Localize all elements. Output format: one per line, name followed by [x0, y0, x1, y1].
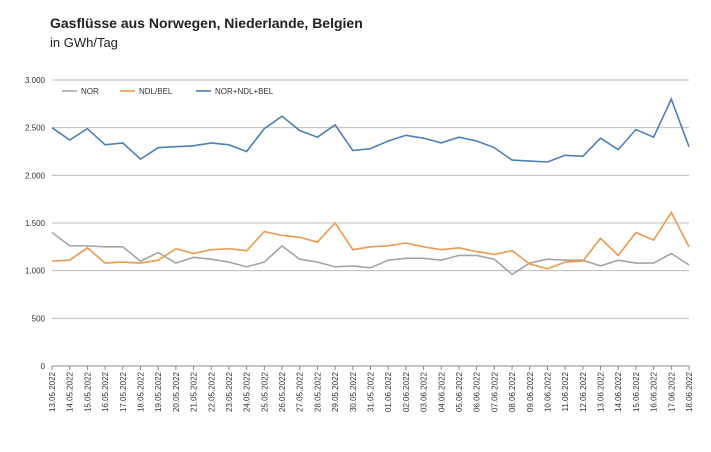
- x-tick-label: 25.05.2022: [260, 371, 269, 412]
- x-tick-label: 29.05.2022: [331, 371, 340, 412]
- x-tick-label: 26.05.2022: [278, 371, 287, 412]
- chart-subtitle: in GWh/Tag: [50, 35, 118, 50]
- x-tick-label: 19.05.2022: [154, 371, 163, 412]
- legend-label: NOR: [81, 87, 99, 96]
- legend-label: NOR+NDL+BEL: [215, 87, 274, 96]
- x-tick-label: 02.06.2022: [402, 371, 411, 412]
- x-tick-label: 10.06.2022: [543, 371, 552, 412]
- x-tick-label: 12.06.2022: [579, 371, 588, 412]
- x-tick-label: 17.05.2022: [119, 371, 128, 412]
- x-tick-label: 04.06.2022: [437, 371, 446, 412]
- x-tick-label: 05.06.2022: [455, 371, 464, 412]
- x-tick-label: 07.06.2022: [490, 371, 499, 412]
- y-tick-label: 3.000: [25, 76, 46, 85]
- x-tick-label: 14.06.2022: [614, 371, 623, 412]
- chart-title: Gasflüsse aus Norwegen, Niederlande, Bel…: [50, 15, 363, 31]
- y-tick-label: 2.000: [25, 171, 46, 180]
- x-tick-label: 15.06.2022: [632, 371, 641, 412]
- x-tick-label: 13.06.2022: [597, 371, 606, 412]
- x-tick-label: 17.06.2022: [667, 371, 676, 412]
- x-tick-label: 22.05.2022: [207, 371, 216, 412]
- x-tick-label: 01.06.2022: [384, 371, 393, 412]
- x-tick-label: 31.05.2022: [367, 371, 376, 412]
- x-tick-label: 18.05.2022: [136, 371, 145, 412]
- x-tick-label: 06.06.2022: [473, 371, 482, 412]
- series-line: [51, 231, 690, 276]
- x-tick-label: 16.06.2022: [650, 371, 659, 412]
- x-tick-label: 03.06.2022: [420, 371, 429, 412]
- series-line: [51, 96, 690, 163]
- y-tick-label: 0: [41, 362, 46, 371]
- legend-label: NDL/BEL: [139, 87, 173, 96]
- x-tick-label: 20.05.2022: [172, 371, 181, 412]
- x-tick-label: 16.05.2022: [101, 371, 110, 412]
- x-tick-label: 18.06.2022: [685, 371, 694, 412]
- x-tick-label: 08.06.2022: [508, 371, 517, 412]
- x-tick-label: 15.05.2022: [83, 371, 92, 412]
- y-tick-label: 500: [32, 314, 46, 323]
- x-tick-label: 11.06.2022: [561, 371, 570, 411]
- x-tick-label: 13.05.2022: [48, 371, 57, 412]
- x-tick-label: 27.05.2022: [296, 371, 305, 412]
- x-tick-label: 09.06.2022: [526, 371, 535, 412]
- x-tick-label: 30.05.2022: [349, 371, 358, 412]
- x-tick-label: 23.05.2022: [225, 371, 234, 412]
- x-tick-label: 24.05.2022: [243, 371, 252, 412]
- series-line: [51, 210, 690, 270]
- y-tick-label: 1.000: [25, 267, 46, 276]
- x-tick-label: 28.05.2022: [313, 371, 322, 412]
- y-tick-label: 1.500: [25, 219, 46, 228]
- y-tick-label: 2.500: [25, 124, 46, 133]
- x-tick-label: 21.05.2022: [190, 371, 199, 412]
- x-tick-label: 14.05.2022: [66, 371, 75, 412]
